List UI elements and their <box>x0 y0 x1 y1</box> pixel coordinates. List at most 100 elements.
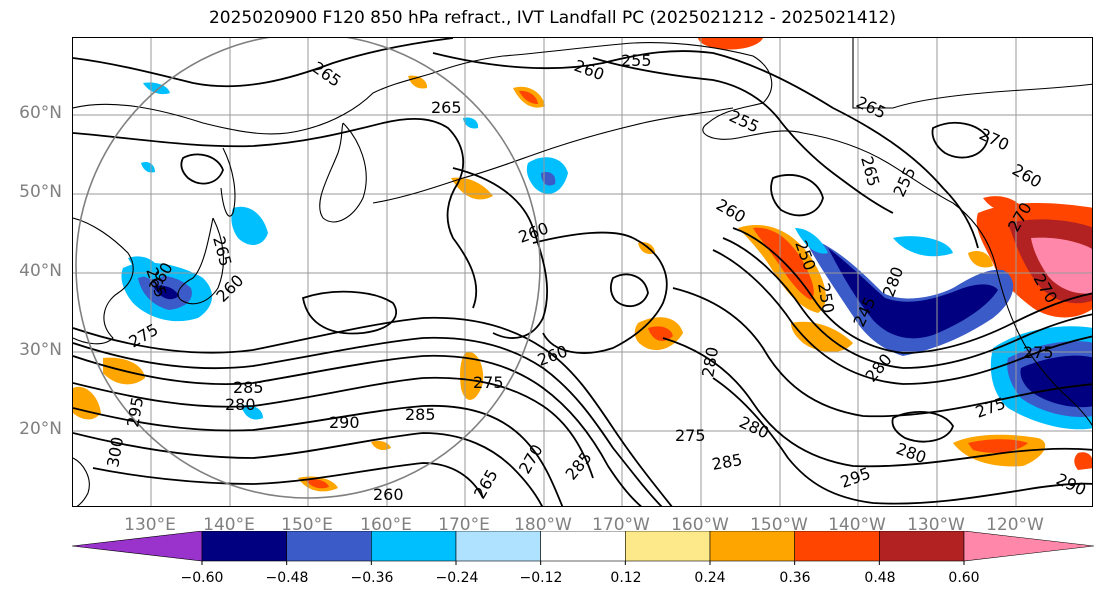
shade-positive-ne-pacific-core <box>753 227 814 300</box>
contour-jet-2 <box>73 336 663 506</box>
coast-korea-china <box>73 217 134 345</box>
shade-positive-midpacific <box>460 352 484 400</box>
contour-closed-1 <box>301 290 397 335</box>
contour-label: 270 <box>515 441 547 477</box>
coast-alaska <box>502 42 954 204</box>
contour-label: 275 <box>675 426 706 445</box>
lat-label-40n: 40°N <box>19 261 62 281</box>
contour-255 <box>592 57 894 214</box>
colorbar-ticks <box>201 561 965 565</box>
shade-negative-small-3 <box>141 162 155 173</box>
contour-ne-jet-1 <box>732 227 1092 354</box>
coast-aleutians <box>372 107 734 204</box>
contour-label: 280 <box>862 350 896 386</box>
contour-label: 280 <box>225 395 256 414</box>
contour-label: 285 <box>562 448 596 484</box>
map-canvas: 265 260 255 255 265 265 270 260 265 255 … <box>73 38 1092 506</box>
contour-closed-5 <box>180 153 224 185</box>
contour-label: 290 <box>329 413 360 432</box>
colorbar-cell <box>709 531 795 562</box>
contour-275-280 <box>73 376 594 479</box>
contour-295 <box>92 462 484 499</box>
shade-negative-band-edge <box>795 228 828 254</box>
colorbar-cell <box>963 531 1094 562</box>
lon-label-160w: 160°W <box>671 515 729 535</box>
shade-negative-north <box>893 236 953 257</box>
colorbar-cell <box>879 531 965 562</box>
contour-285 <box>73 404 564 506</box>
contour-265-north <box>73 38 454 88</box>
contour-label: 260 <box>373 485 404 504</box>
anomaly-shading <box>73 38 1092 492</box>
contour-label-group: 265 260 255 255 265 265 270 260 265 255 … <box>103 51 1089 504</box>
contour-label: 295 <box>123 395 147 428</box>
colorbar-tick-label: −0.12 <box>519 570 563 586</box>
colorbar-cell <box>201 531 287 562</box>
contour-ne-jet-4 <box>672 287 1092 418</box>
colorbar-tick-label: −0.48 <box>265 570 309 586</box>
shade-positive-small-1 <box>371 440 391 450</box>
lon-label-170w: 170°W <box>592 515 650 535</box>
contour-label: 265 <box>853 92 889 122</box>
shade-positive-far-east <box>1074 452 1092 470</box>
contour-label: 285 <box>405 405 436 424</box>
shade-positive-central-core <box>648 326 673 341</box>
lon-label-150e: 150°E <box>281 515 333 535</box>
contour-290 <box>73 432 543 506</box>
contour-label: 260 <box>713 195 749 227</box>
shade-positive-top-center <box>698 38 763 50</box>
lat-label-30n: 30°N <box>19 340 62 360</box>
colorbar-tick-label: 0.12 <box>610 570 642 586</box>
shade-negative-west <box>231 206 268 245</box>
colorbar-tick-label: 0.24 <box>694 570 726 586</box>
contour-label: 300 <box>103 435 127 468</box>
contour-280-east <box>712 377 1092 505</box>
shade-positive-south-center-core <box>305 478 329 489</box>
colorbar-tick-label: −0.36 <box>350 570 394 586</box>
contour-label: 285 <box>233 378 264 397</box>
shade-positive-alaska-north-core <box>519 90 538 104</box>
contour-label: 280 <box>698 345 722 378</box>
colorbar-cell <box>72 531 203 562</box>
contour-jet-1 <box>73 316 673 506</box>
contour-label: 290 <box>1053 469 1089 499</box>
contour-label: 255 <box>621 51 652 70</box>
contour-ne-jet-2 <box>722 237 1092 369</box>
contour-label: 265 <box>857 154 883 188</box>
lon-label-130e: 130°E <box>124 515 176 535</box>
contour-label: 275 <box>973 393 1008 421</box>
contour-label: 280 <box>894 439 929 467</box>
colorbar-cell <box>455 531 541 562</box>
colorbar-tick-label: 0.48 <box>864 570 896 586</box>
colorbar-tick-label: −0.60 <box>180 570 224 586</box>
coast-japan <box>177 217 224 305</box>
lon-label-140w: 140°W <box>828 515 886 535</box>
shade-positive-west-edge <box>73 386 101 420</box>
lon-label-150w: 150°W <box>750 515 808 535</box>
shade-negative-nw <box>143 82 170 95</box>
lat-label-50n: 50°N <box>19 182 62 202</box>
shade-negative-se-core <box>1020 355 1092 408</box>
contour-label: 275 <box>1023 343 1054 362</box>
lat-label-20n: 20°N <box>19 419 62 439</box>
contour-label: 260 <box>516 218 551 246</box>
contour-label: 265 <box>431 98 462 117</box>
coast-canada-inland <box>852 38 1092 109</box>
coast-philippines <box>73 457 90 506</box>
refractivity-contours <box>73 38 1092 506</box>
shade-negative-band <box>803 236 1014 356</box>
lon-label-130w: 130°W <box>907 515 965 535</box>
colorbar-tick-label: 0.60 <box>948 570 980 586</box>
contour-label: 260 <box>1009 160 1045 192</box>
contour-closed-6 <box>891 411 954 443</box>
contour-label: 280 <box>879 264 907 299</box>
graticule <box>73 38 1092 506</box>
contour-ne-jet-5 <box>662 337 1092 468</box>
range-circle <box>75 38 541 499</box>
contour-label: 275 <box>473 373 504 392</box>
shade-negative-bering-core <box>541 172 556 186</box>
contour-ne-jet-3 <box>712 249 1092 385</box>
contour-label: 265 <box>309 58 345 91</box>
contour-label: 260 <box>212 271 247 306</box>
contour-jet-3 <box>73 354 643 506</box>
